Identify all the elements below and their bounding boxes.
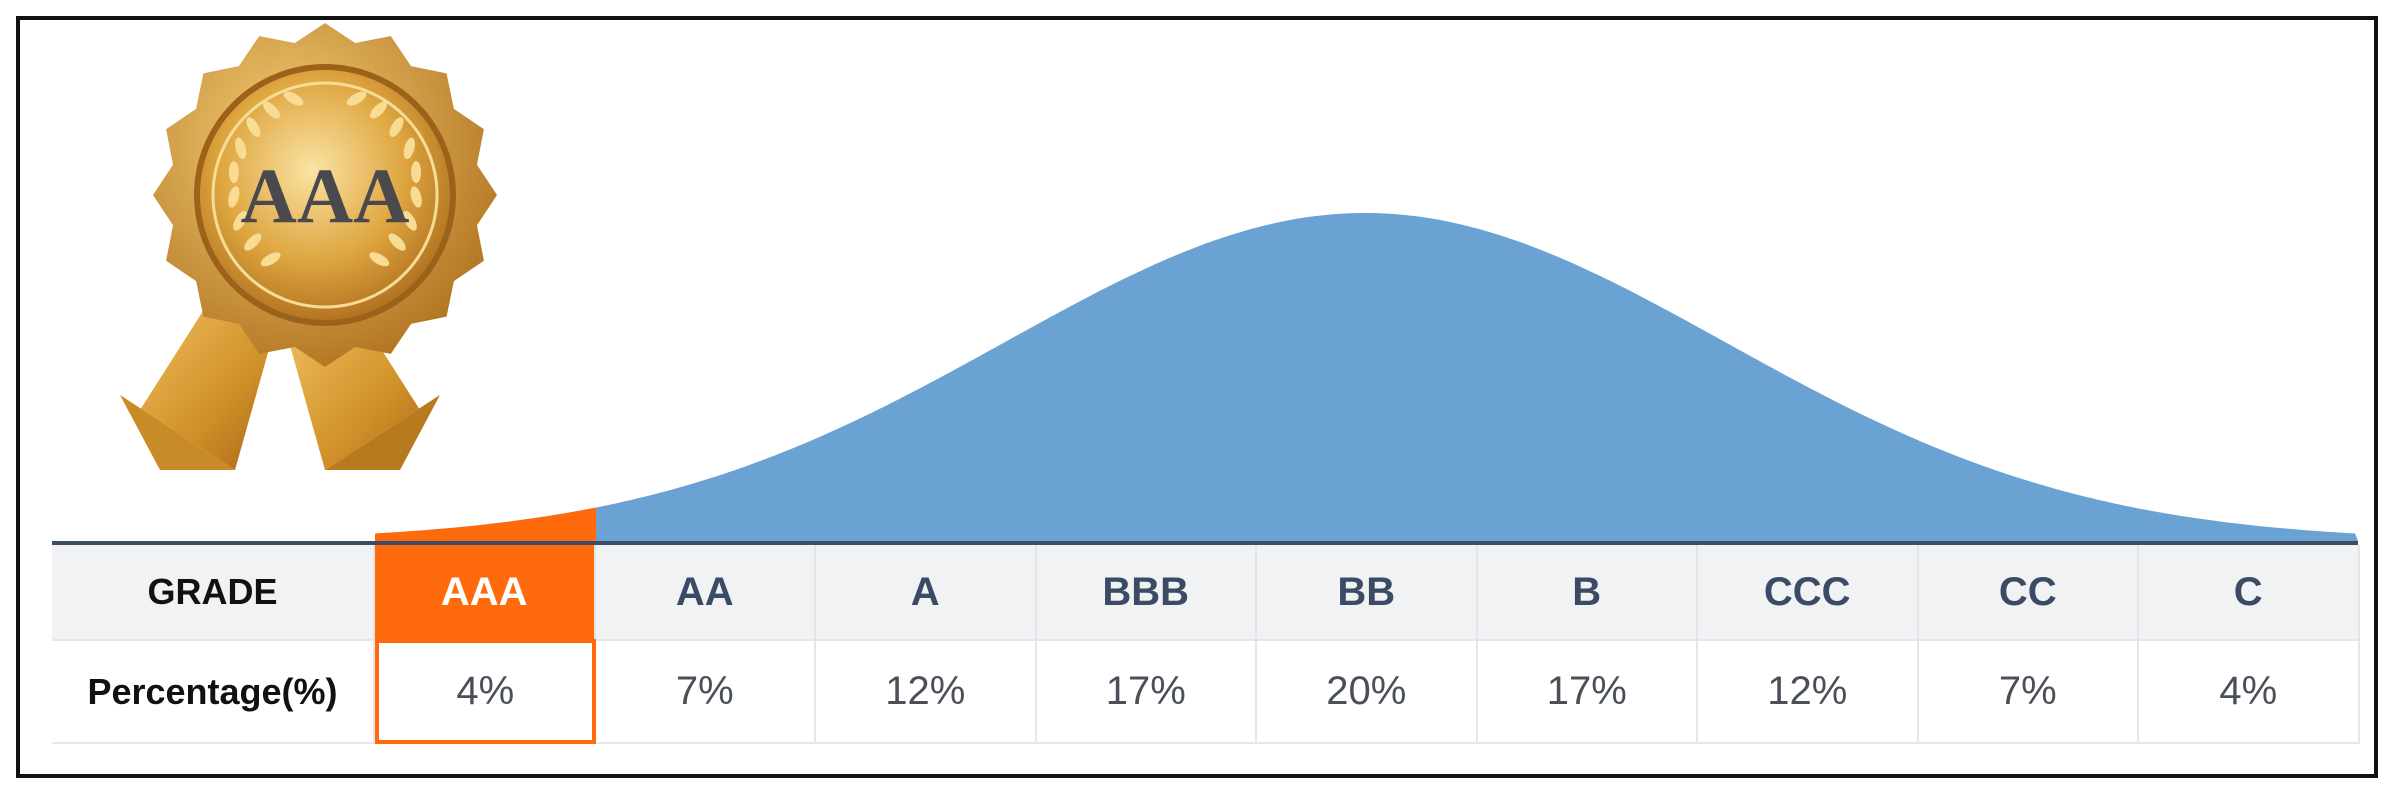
grade-cell-aa: AA <box>595 545 816 639</box>
laurel-leaf <box>410 186 422 208</box>
percentage-cell-a: 12% <box>816 639 1037 744</box>
laurel-leaf <box>228 186 240 208</box>
percentage-cell-ccc: 12% <box>1698 639 1919 744</box>
ribbon-right-tail <box>325 395 440 470</box>
laurel-leaf <box>246 117 261 137</box>
laurel-leaf <box>228 161 239 184</box>
laurel-leaf <box>260 252 281 267</box>
ribbon-left <box>120 300 280 470</box>
percentage-cell-bbb: 17% <box>1036 639 1257 744</box>
grade-cell-ccc: CCC <box>1698 545 1919 639</box>
grade-cell-cc: CC <box>1918 545 2139 639</box>
medal-text: AAA <box>241 152 410 239</box>
grade-table: GRADE AAA AA A BBB BB B CCC CC C Percentage(%) 4… <box>52 545 2360 744</box>
ribbon-left-tail <box>120 395 235 470</box>
laurel-leaf <box>369 252 390 267</box>
highlight-area-aaa <box>375 507 596 541</box>
grade-cell-bbb: BBB <box>1036 545 1257 639</box>
laurel-leaf <box>403 137 415 160</box>
percentage-cell-bb: 20% <box>1257 639 1478 744</box>
percentage-cell-aa: 7% <box>595 639 816 744</box>
medal-face <box>194 64 456 326</box>
grade-cell-a: A <box>816 545 1037 639</box>
laurel-wreath <box>228 91 422 267</box>
percentage-cell-c: 4% <box>2139 639 2360 744</box>
percentage-cell-cc: 7% <box>1918 639 2139 744</box>
laurel-leaf <box>388 233 406 251</box>
laurel-leaf <box>244 233 262 251</box>
laurel-leaf <box>233 210 248 231</box>
laurel-leaf <box>262 101 281 119</box>
laurel-leaf <box>283 91 304 106</box>
grade-cell-b: B <box>1477 545 1698 639</box>
grade-row-label: GRADE <box>52 545 375 639</box>
percentage-row-label: Percentage(%) <box>52 639 375 744</box>
distribution-area <box>375 213 2358 541</box>
grade-cell-c: C <box>2139 545 2360 639</box>
aaa-medal-icon: AAA <box>120 23 497 470</box>
medal-inner-ring <box>211 81 439 309</box>
laurel-leaf <box>411 161 422 184</box>
laurel-leaf <box>369 101 388 119</box>
table-top-line <box>52 541 2358 545</box>
laurel-leaf <box>402 210 417 231</box>
grade-cell-aaa: AAA <box>375 545 596 639</box>
laurel-leaf <box>346 91 367 106</box>
grade-cell-bb: BB <box>1257 545 1478 639</box>
laurel-leaf <box>235 137 247 160</box>
laurel-leaf <box>389 117 404 137</box>
percentage-cell-b: 17% <box>1477 639 1698 744</box>
percentage-cell-aaa: 4% <box>375 639 596 744</box>
